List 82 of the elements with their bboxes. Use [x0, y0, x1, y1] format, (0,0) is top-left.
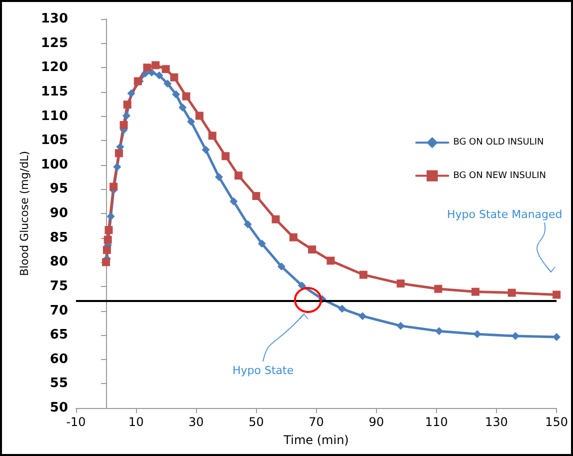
y-tick-label: 60 [50, 352, 68, 367]
y-tick-label: 65 [50, 328, 68, 343]
legend-label: BG ON OLD INSULIN [453, 138, 544, 148]
y-tick-label: 125 [40, 36, 68, 51]
annotation: Hypo State Managed [447, 208, 562, 220]
point [244, 220, 252, 228]
y-axis-title: Blood Glucose (mg/dL) [18, 151, 31, 276]
point [308, 245, 316, 254]
point [104, 226, 113, 234]
point [120, 121, 128, 130]
point [178, 103, 187, 112]
point [289, 233, 298, 242]
x-tick-label: 130 [485, 415, 508, 429]
point [164, 80, 172, 88]
x-tick-label: 10 [128, 415, 144, 429]
point [162, 65, 170, 74]
point [508, 288, 516, 297]
point [552, 290, 561, 299]
point [326, 256, 335, 265]
point [155, 71, 164, 80]
point [471, 288, 480, 296]
point [434, 284, 442, 293]
point [113, 162, 122, 171]
y-tick-label: 120 [40, 60, 68, 76]
point [298, 281, 306, 290]
x-tick-label: 50 [248, 415, 264, 429]
point [234, 172, 242, 180]
point [358, 312, 367, 320]
point [143, 64, 152, 72]
point [123, 100, 132, 109]
point [208, 132, 216, 140]
point [114, 149, 123, 158]
x-tick-label: 70 [308, 415, 324, 429]
x-tick-label: 90 [368, 415, 384, 429]
y-tick-label: 105 [40, 133, 68, 148]
x-tick-label: 150 [545, 415, 568, 429]
y-tick-label: 50 [50, 400, 68, 416]
y-tick-label: 55 [50, 376, 68, 392]
annotation: Hypo State [232, 364, 294, 376]
x-axis-title: Time (min) [282, 433, 349, 447]
point [435, 327, 444, 336]
point [252, 192, 260, 200]
x-tick-label: 30 [188, 415, 204, 429]
point [396, 322, 405, 330]
point [127, 89, 136, 98]
x-tick-label: 110 [424, 415, 448, 429]
y-tick-label: 130 [40, 12, 68, 26]
point [104, 236, 112, 244]
y-tick-label: 80 [50, 254, 68, 270]
point [182, 92, 190, 100]
point [272, 215, 280, 224]
point [102, 246, 111, 254]
point [396, 280, 405, 288]
point [202, 146, 210, 154]
point [106, 212, 115, 220]
point [222, 152, 230, 160]
point [122, 112, 130, 120]
point [258, 240, 266, 248]
point [277, 262, 286, 270]
point [552, 333, 561, 342]
y-tick-label: 95 [50, 182, 68, 197]
point [172, 90, 180, 98]
legend-label: BG ON NEW INSULIN [453, 170, 546, 181]
point [473, 330, 482, 338]
x-tick-label: -10 [66, 415, 86, 429]
point [110, 182, 118, 191]
point [195, 112, 204, 120]
y-tick-label: 85 [50, 230, 68, 246]
y-tick-label: 115 [40, 84, 68, 100]
point [170, 73, 178, 82]
point [359, 270, 368, 279]
point [187, 118, 196, 126]
y-tick-label: 70 [50, 303, 68, 318]
point [152, 61, 160, 70]
y-tick-label: 90 [50, 206, 68, 221]
point [214, 173, 223, 182]
y-tick-label: 100 [40, 157, 68, 172]
point [102, 258, 110, 266]
point [230, 197, 238, 206]
point [338, 304, 346, 313]
y-tick-label: 75 [50, 278, 68, 294]
y-tick-label: 110 [40, 108, 68, 124]
